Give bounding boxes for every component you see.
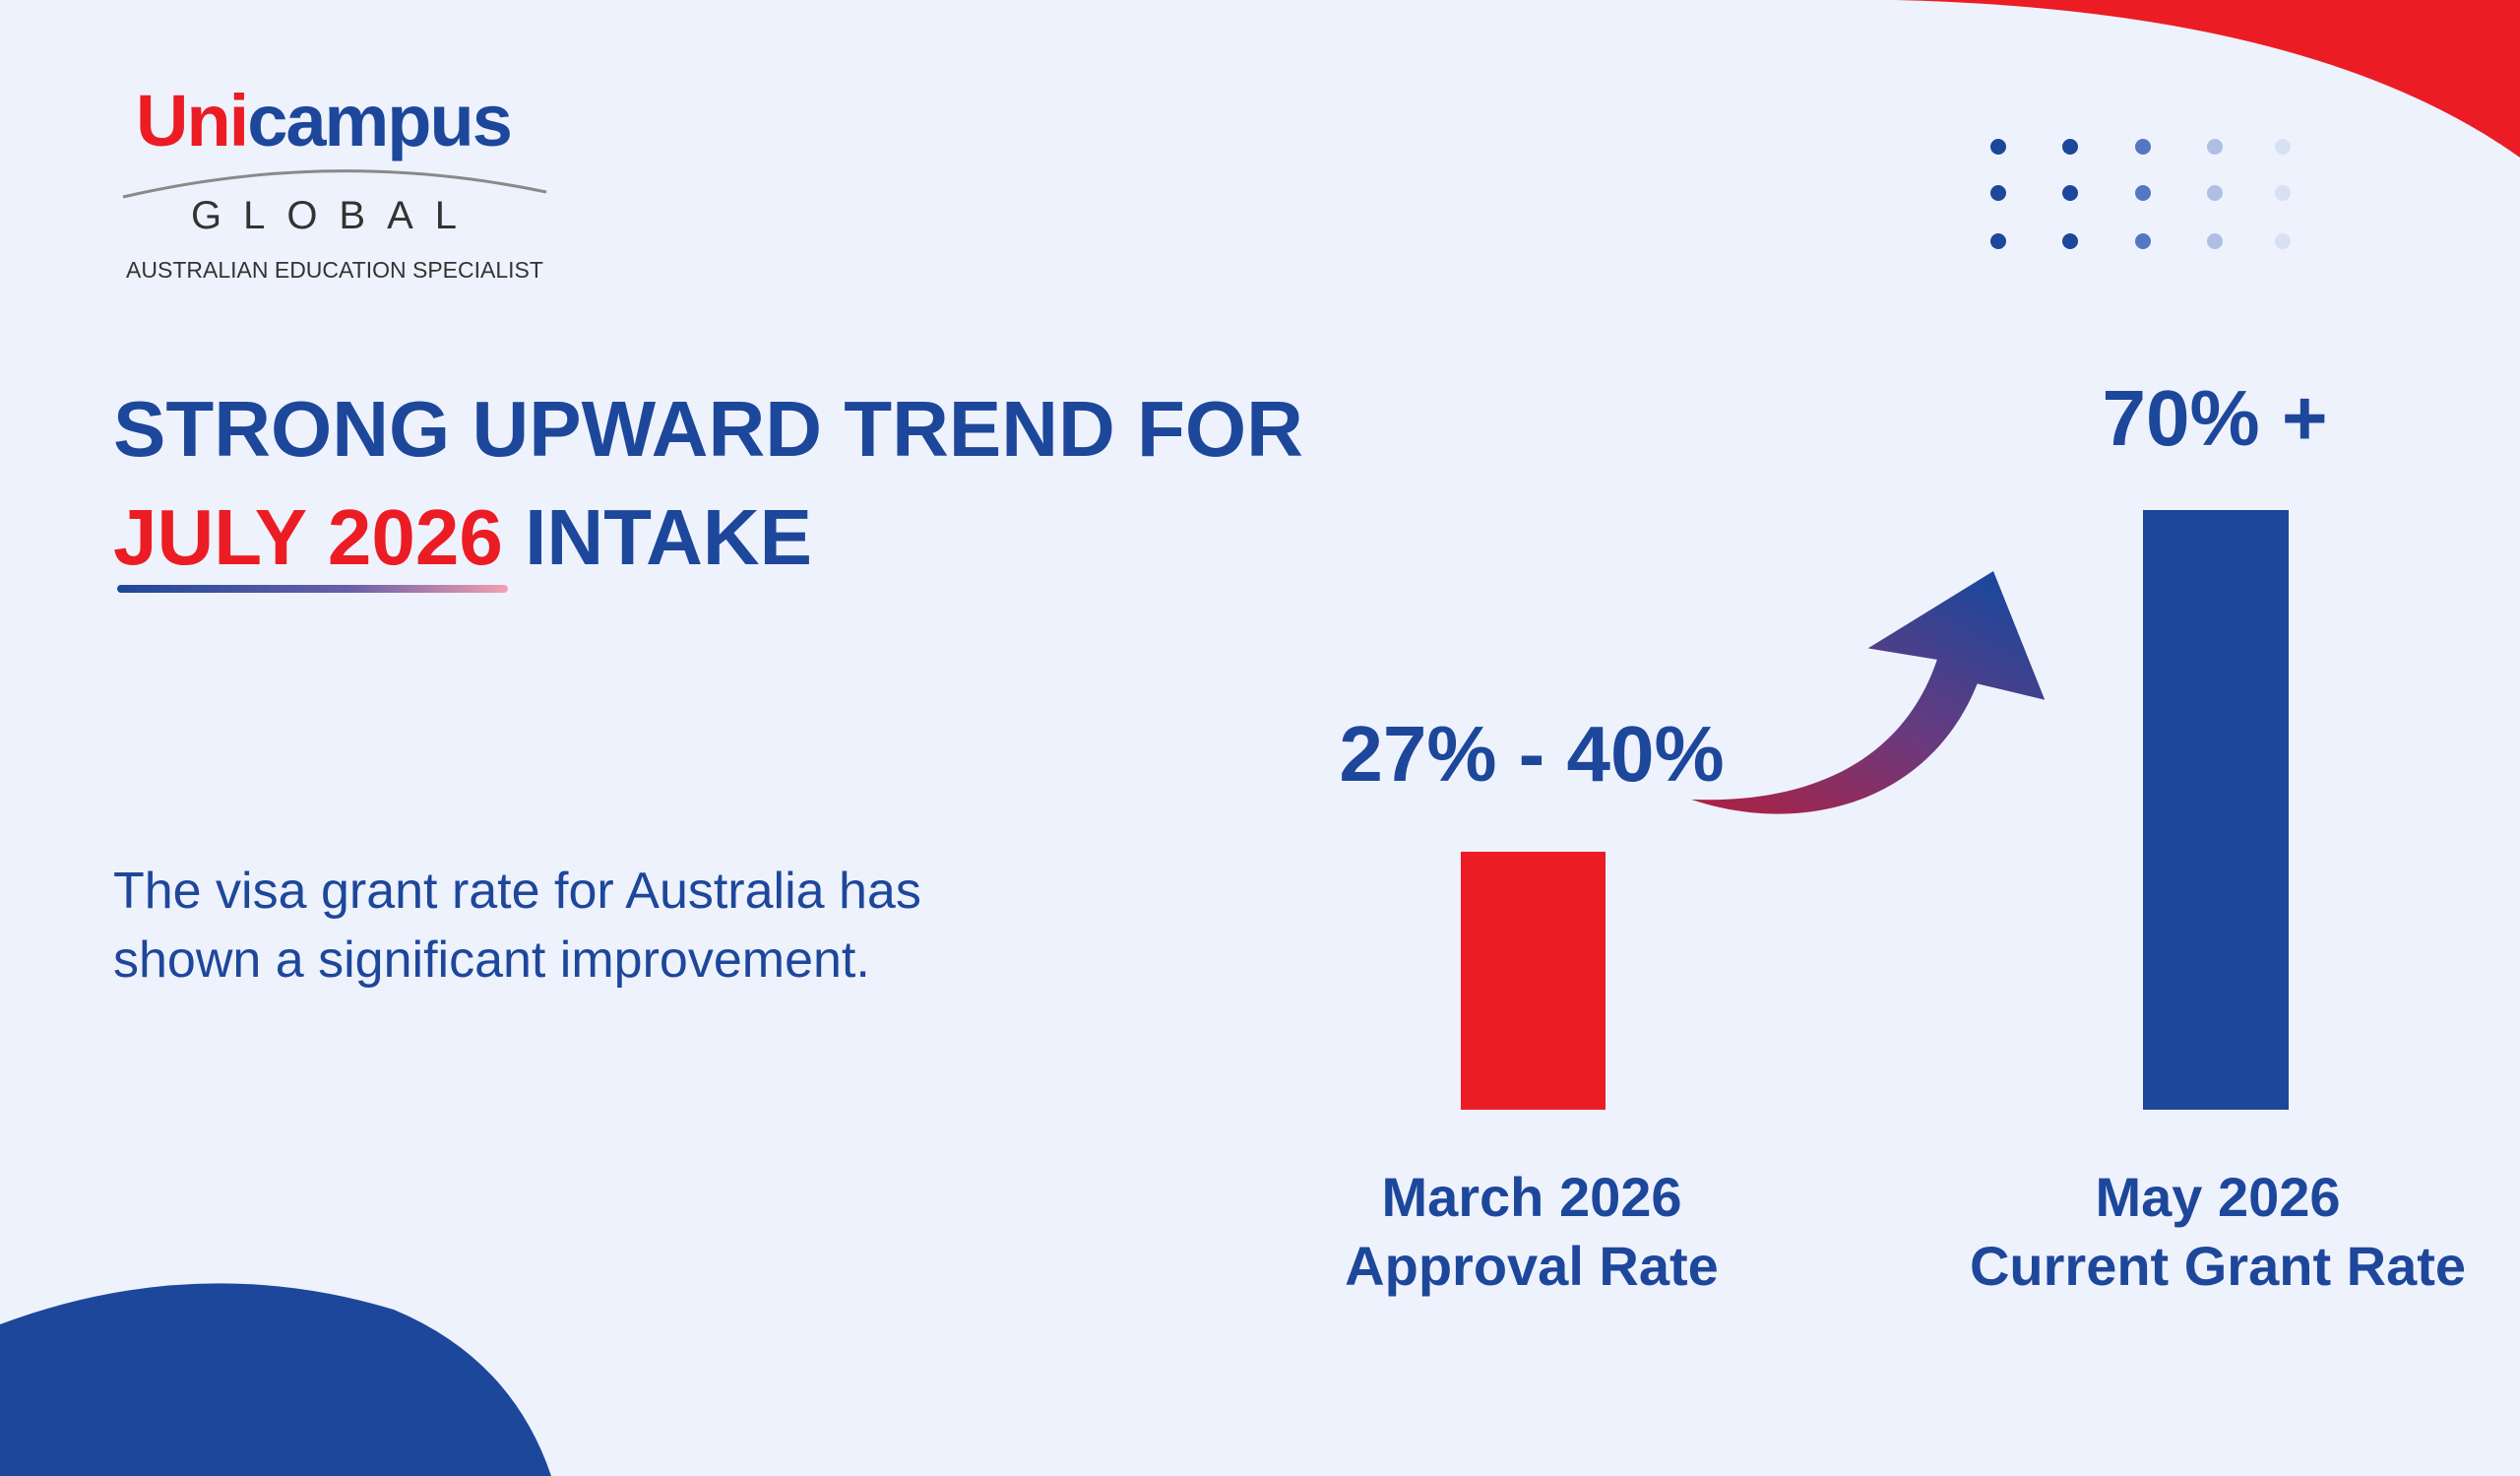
category-label: Approval Rate: [1345, 1235, 1719, 1297]
dot: [2062, 233, 2078, 249]
dot: [2062, 185, 2078, 201]
dot: [2135, 233, 2151, 249]
heading-line2: JULY 2026 INTAKE: [113, 493, 812, 581]
dot: [2275, 233, 2291, 249]
trend-arrow: [1691, 571, 2046, 814]
dot: [2207, 139, 2223, 155]
bar: [1461, 852, 1606, 1110]
category-label: March 2026: [1381, 1166, 1681, 1228]
figure-label: 70% +: [2102, 374, 2327, 462]
bar: [2143, 510, 2289, 1110]
heading-underline: [117, 585, 508, 593]
dot: [2275, 139, 2291, 155]
corner-blob: [0, 1283, 551, 1476]
category-label: May 2026: [2095, 1166, 2340, 1228]
dot: [2062, 139, 2078, 155]
dot: [2207, 185, 2223, 201]
dot: [2135, 139, 2151, 155]
heading-line1: STRONG UPWARD TREND FOR: [113, 385, 1303, 473]
figure-label: 27% - 40%: [1339, 710, 1724, 798]
description-line: The visa grant rate for Australia has: [113, 863, 921, 920]
dot: [1990, 233, 2006, 249]
dot: [1990, 139, 2006, 155]
corner-swoosh: [1895, 0, 2520, 158]
logo-subtitle: GLOBAL: [191, 194, 478, 237]
category-label: Current Grant Rate: [1970, 1235, 2466, 1297]
heading-rest: INTAKE: [525, 493, 812, 581]
logo-end: campus: [247, 80, 511, 161]
heading-highlight: JULY 2026: [113, 493, 503, 581]
arrow-shape: [1691, 571, 2046, 814]
logo-arc: [122, 169, 547, 199]
logo-start: Uni: [136, 80, 247, 161]
dot: [2135, 185, 2151, 201]
description-line: shown a significant improvement.: [113, 931, 870, 989]
dot: [2207, 233, 2223, 249]
dot: [2275, 185, 2291, 201]
logo-wordmark: Unicampus: [136, 80, 511, 161]
dot: [1990, 185, 2006, 201]
dot-grid: [1990, 139, 2291, 249]
logo-tagline: AUSTRALIAN EDUCATION SPECIALIST: [126, 257, 543, 283]
